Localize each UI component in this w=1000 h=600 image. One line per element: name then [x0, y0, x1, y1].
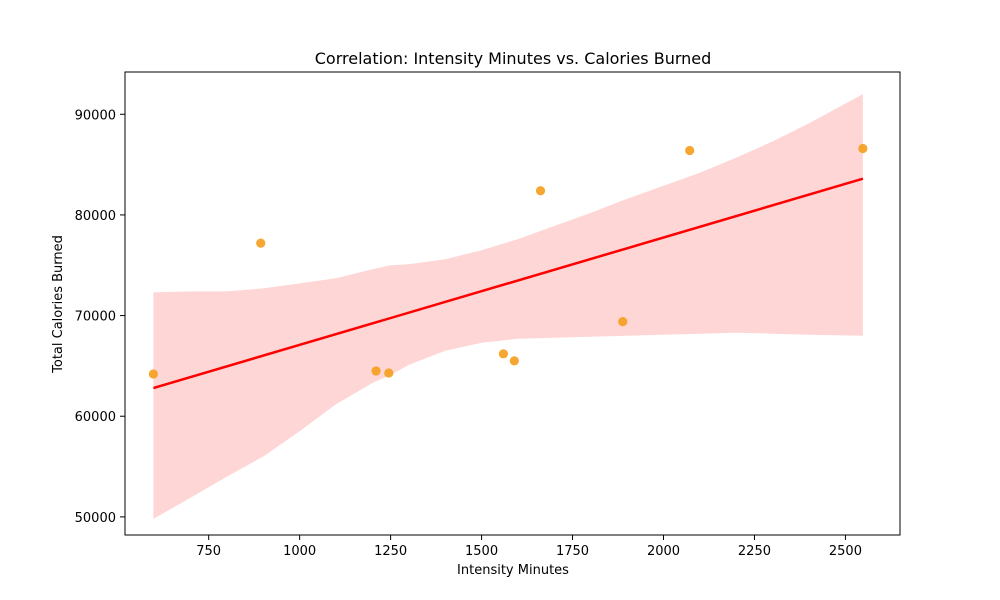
x-tick-label: 1500 — [465, 544, 498, 559]
data-points-layer — [148, 143, 868, 379]
x-tick-label: 2000 — [647, 544, 680, 559]
chart-title: Correlation: Intensity Minutes vs. Calor… — [315, 49, 712, 68]
x-tick-label: 1250 — [374, 544, 407, 559]
x-tick-label: 2500 — [829, 544, 862, 559]
x-tick-label: 1750 — [556, 544, 589, 559]
x-axis-ticks: 750 1000 1250 1500 1750 2000 2250 2500 — [196, 535, 862, 559]
data-point — [685, 145, 695, 156]
y-axis-ticks: 50000 60000 70000 80000 90000 — [75, 108, 125, 526]
data-point — [509, 356, 519, 366]
data-point — [371, 366, 381, 376]
confidence-band — [153, 94, 863, 519]
y-tick-label: 90000 — [75, 108, 116, 123]
y-tick-label: 80000 — [75, 209, 116, 224]
data-point — [618, 317, 628, 327]
y-axis-title: Total Calories Burned — [51, 235, 66, 374]
y-tick-label: 50000 — [75, 511, 116, 526]
plot-frame — [124, 71, 901, 536]
x-tick-label: 1000 — [283, 544, 316, 559]
data-point — [148, 369, 158, 379]
confidence-band-layer — [153, 94, 863, 519]
x-tick-label: 2250 — [738, 544, 771, 559]
x-axis-title: Intensity Minutes — [457, 563, 569, 578]
y-tick-label: 70000 — [75, 310, 116, 325]
y-tick-label: 60000 — [75, 410, 116, 425]
regression-line — [153, 177, 864, 390]
data-point — [498, 349, 509, 359]
data-point — [384, 368, 394, 378]
data-point — [256, 238, 266, 248]
regression-line-layer — [153, 177, 864, 390]
data-point — [858, 143, 868, 154]
data-point — [535, 186, 546, 196]
x-tick-label: 750 — [196, 544, 221, 559]
